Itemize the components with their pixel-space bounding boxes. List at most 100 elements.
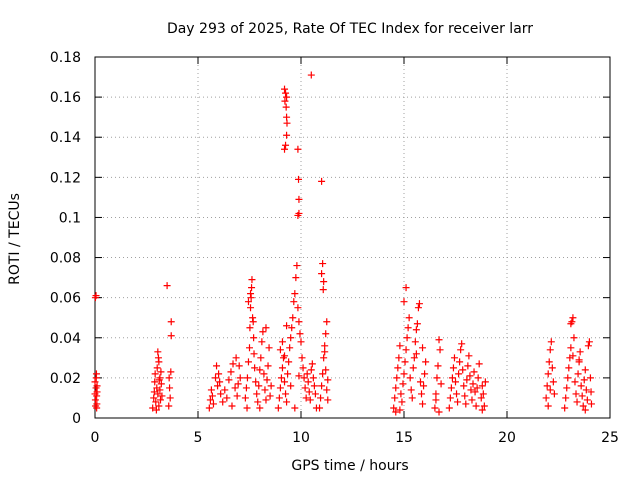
data-point bbox=[285, 358, 293, 366]
data-point bbox=[396, 342, 404, 350]
data-point bbox=[300, 374, 308, 382]
data-point bbox=[318, 382, 326, 390]
data-point bbox=[563, 384, 571, 392]
data-point bbox=[282, 103, 290, 111]
data-point bbox=[321, 342, 329, 350]
data-point bbox=[289, 314, 297, 322]
data-point bbox=[413, 320, 421, 328]
data-point bbox=[546, 386, 554, 394]
data-point bbox=[213, 362, 221, 370]
data-point bbox=[396, 406, 404, 414]
data-point bbox=[276, 384, 284, 392]
data-point bbox=[466, 372, 474, 380]
data-point bbox=[248, 276, 256, 284]
data-point bbox=[283, 119, 291, 127]
data-point bbox=[454, 398, 462, 406]
data-point bbox=[433, 374, 441, 382]
data-point bbox=[436, 346, 444, 354]
data-point bbox=[468, 396, 476, 404]
data-point bbox=[457, 346, 465, 354]
data-point bbox=[155, 402, 163, 410]
data-point bbox=[544, 402, 552, 410]
data-point bbox=[287, 334, 295, 342]
data-point bbox=[301, 384, 309, 392]
data-point bbox=[288, 324, 296, 332]
data-point bbox=[400, 298, 408, 306]
data-point bbox=[286, 344, 294, 352]
data-point bbox=[149, 404, 157, 412]
data-point bbox=[569, 352, 577, 360]
data-point bbox=[399, 380, 407, 388]
data-point bbox=[587, 388, 595, 396]
data-point bbox=[584, 342, 592, 350]
data-point bbox=[392, 408, 400, 416]
data-point bbox=[93, 404, 101, 412]
data-point bbox=[167, 318, 175, 326]
data-point bbox=[581, 406, 589, 414]
data-point bbox=[292, 274, 300, 282]
data-point bbox=[157, 396, 165, 404]
data-point bbox=[247, 290, 255, 298]
data-point bbox=[293, 262, 301, 270]
data-point bbox=[265, 344, 273, 352]
data-point bbox=[281, 352, 289, 360]
data-point bbox=[319, 260, 327, 268]
data-point bbox=[473, 384, 481, 392]
data-point bbox=[481, 378, 489, 386]
data-point bbox=[310, 382, 318, 390]
data-point bbox=[163, 282, 171, 290]
data-point bbox=[208, 392, 216, 400]
data-point bbox=[578, 392, 586, 400]
data-point bbox=[266, 392, 274, 400]
data-point bbox=[92, 370, 100, 378]
data-point bbox=[156, 386, 164, 394]
data-point bbox=[216, 378, 224, 386]
data-point bbox=[156, 374, 164, 382]
data-point bbox=[401, 358, 409, 366]
data-point bbox=[459, 366, 467, 374]
data-point bbox=[437, 380, 445, 388]
data-point bbox=[460, 382, 468, 390]
data-point bbox=[549, 378, 557, 386]
data-point bbox=[318, 177, 326, 185]
data-point bbox=[157, 380, 165, 388]
data-point bbox=[206, 396, 214, 404]
data-point bbox=[416, 378, 424, 386]
data-point bbox=[283, 131, 291, 139]
data-point bbox=[91, 294, 99, 302]
data-point bbox=[243, 374, 251, 382]
data-point bbox=[295, 372, 303, 380]
data-point bbox=[322, 366, 330, 374]
data-point bbox=[277, 374, 285, 382]
data-point bbox=[435, 336, 443, 344]
data-point bbox=[422, 358, 430, 366]
data-point bbox=[264, 362, 272, 370]
data-point bbox=[154, 390, 162, 398]
y-axis: 0 0.02 0.04 0.06 0.08 0.1 0.12 0.14 0.16 0.18 bbox=[50, 50, 610, 427]
data-point bbox=[575, 356, 583, 364]
data-point bbox=[255, 382, 263, 390]
data-point bbox=[561, 404, 569, 412]
data-point bbox=[214, 382, 222, 390]
data-point bbox=[410, 354, 418, 362]
y-tick-label: 0.16 bbox=[50, 90, 81, 106]
data-point bbox=[252, 378, 260, 386]
data-point bbox=[324, 396, 332, 404]
data-point bbox=[221, 386, 229, 394]
data-point bbox=[465, 352, 473, 360]
y-tick-label: 0.12 bbox=[50, 170, 81, 186]
data-point bbox=[228, 402, 236, 410]
data-point bbox=[419, 400, 427, 408]
data-point bbox=[93, 388, 101, 396]
data-point bbox=[567, 344, 575, 352]
plot-frame bbox=[94, 56, 611, 419]
data-point bbox=[456, 358, 464, 366]
data-points bbox=[91, 71, 595, 416]
data-point bbox=[407, 386, 415, 394]
data-point bbox=[298, 354, 306, 362]
data-point bbox=[274, 404, 282, 412]
data-point bbox=[461, 392, 469, 400]
data-point bbox=[212, 374, 220, 382]
data-point bbox=[323, 386, 331, 394]
data-point bbox=[419, 344, 427, 352]
